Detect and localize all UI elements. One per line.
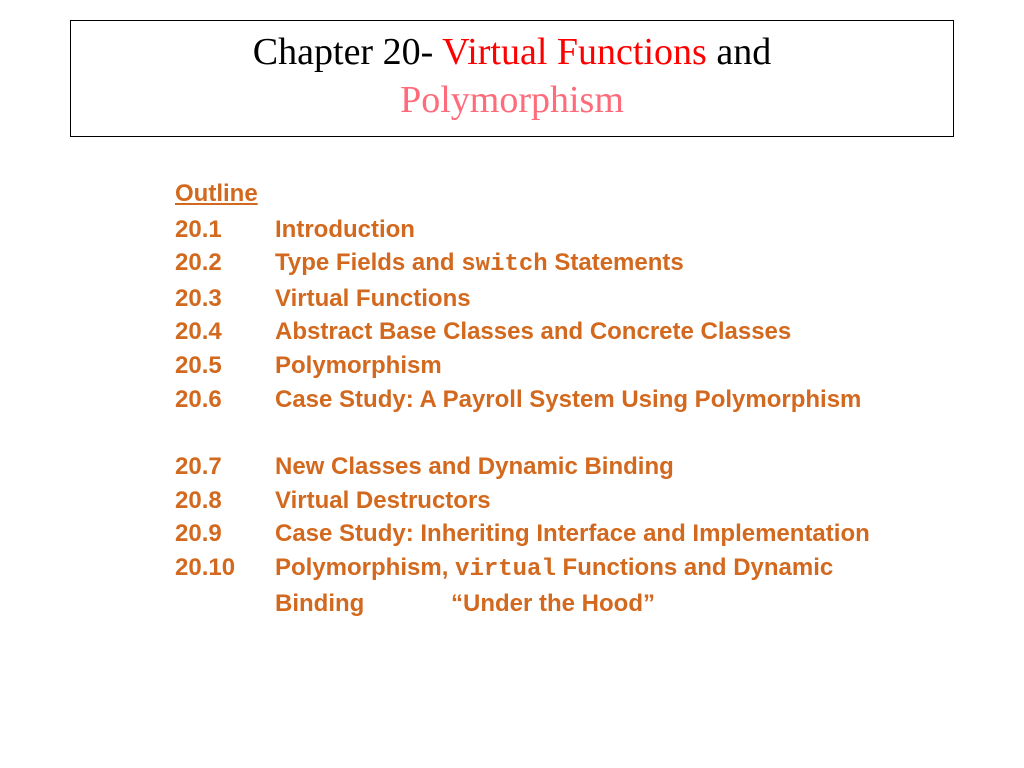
- section-title: New Classes and Dynamic Binding: [275, 450, 994, 484]
- section-number: 20.2: [175, 246, 275, 282]
- section-title: Polymorphism, virtual Functions and Dyna…: [275, 551, 994, 587]
- outline-row: 20.5 Polymorphism: [175, 349, 994, 383]
- outline-row: 20.6 Case Study: A Payroll System Using …: [175, 383, 994, 417]
- outline-row: 20.8 Virtual Destructors: [175, 484, 994, 518]
- section-number: 20.7: [175, 450, 275, 484]
- outline-row-continuation: Binding “Under the Hood”: [175, 587, 994, 621]
- section-number: 20.1: [175, 213, 275, 247]
- outline-gap: [175, 416, 994, 450]
- section-number: 20.10: [175, 551, 275, 587]
- title-prefix: Chapter 20-: [253, 31, 442, 73]
- title-pink: Polymorphism: [400, 79, 624, 121]
- outline-row: 20.10 Polymorphism, virtual Functions an…: [175, 551, 994, 587]
- outline-row: 20.4 Abstract Base Classes and Concrete …: [175, 315, 994, 349]
- section-number: 20.8: [175, 484, 275, 518]
- outline-row: 20.3 Virtual Functions: [175, 282, 994, 316]
- section-title: Case Study: Inheriting Interface and Imp…: [275, 517, 994, 551]
- section-number: 20.6: [175, 383, 275, 417]
- section-number: 20.9: [175, 517, 275, 551]
- section-title-continuation: Binding “Under the Hood”: [275, 587, 994, 621]
- section-number-empty: [175, 587, 275, 621]
- section-title: Case Study: A Payroll System Using Polym…: [275, 383, 994, 417]
- outline-row: 20.7 New Classes and Dynamic Binding: [175, 450, 994, 484]
- section-number: 20.3: [175, 282, 275, 316]
- outline-block: Outline 20.1 Introduction 20.2 Type Fiel…: [175, 177, 994, 620]
- section-title: Introduction: [275, 213, 994, 247]
- section-title: Abstract Base Classes and Concrete Class…: [275, 315, 994, 349]
- code-keyword: virtual: [455, 556, 556, 583]
- section-number: 20.5: [175, 349, 275, 383]
- title-red: Virtual Functions: [442, 31, 707, 73]
- code-keyword: switch: [461, 251, 547, 278]
- outline-row: 20.2 Type Fields and switch Statements: [175, 246, 994, 282]
- outline-row: 20.9 Case Study: Inheriting Interface an…: [175, 517, 994, 551]
- section-number: 20.4: [175, 315, 275, 349]
- section-title: Type Fields and switch Statements: [275, 246, 994, 282]
- chapter-title-box: Chapter 20- Virtual Functions and Polymo…: [70, 20, 954, 137]
- section-title: Virtual Functions: [275, 282, 994, 316]
- section-title: Polymorphism: [275, 349, 994, 383]
- section-title: Virtual Destructors: [275, 484, 994, 518]
- outline-heading: Outline: [175, 177, 994, 211]
- title-mid: and: [707, 31, 771, 73]
- outline-row: 20.1 Introduction: [175, 213, 994, 247]
